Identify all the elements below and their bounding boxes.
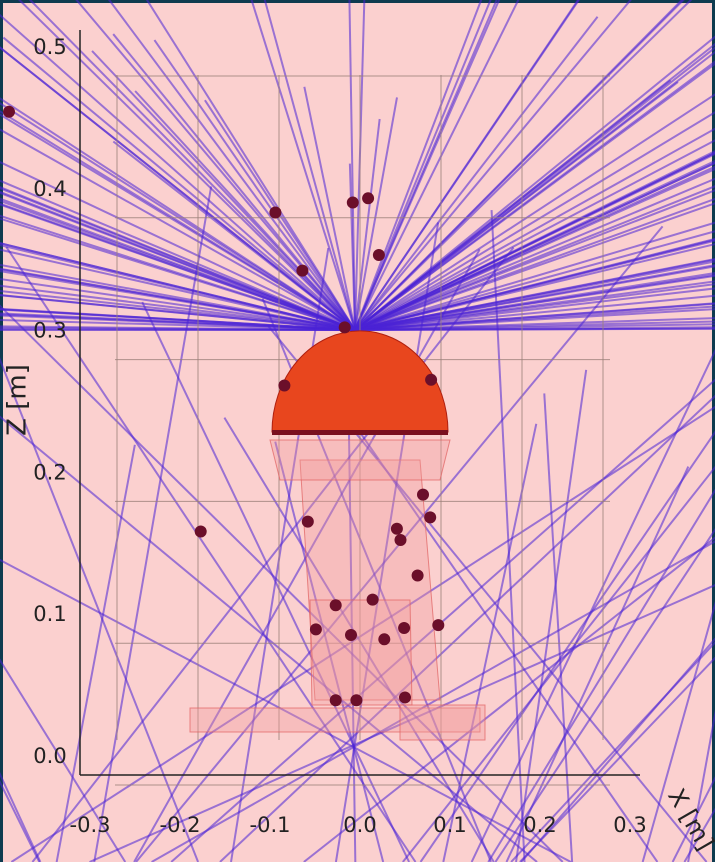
point: [391, 523, 403, 535]
point: [412, 569, 424, 581]
z-axis-label: Z [m]: [3, 364, 33, 436]
point: [425, 374, 437, 386]
z-tick-label: 0.5: [33, 35, 66, 59]
z-tick-label: 0.1: [33, 602, 66, 626]
point: [378, 633, 390, 645]
x-tick-label: 0.0: [343, 813, 376, 837]
page: {"chart_data": { "type": "scatter", "xla…: [0, 0, 715, 862]
point: [399, 691, 411, 703]
point: [330, 599, 342, 611]
z-tick-label: 0.3: [33, 319, 66, 343]
point: [296, 265, 308, 277]
point: [195, 526, 207, 538]
joint: [310, 600, 412, 705]
x-tick-label: 0.3: [613, 813, 646, 837]
z-tick-label: 0.2: [33, 460, 66, 484]
point: [350, 694, 362, 706]
point: [424, 511, 436, 523]
point: [432, 619, 444, 631]
point: [395, 534, 407, 546]
z-tick-label: 0.4: [33, 177, 66, 201]
point: [398, 622, 410, 634]
point: [330, 694, 342, 706]
point: [3, 106, 15, 118]
base-block: [400, 705, 485, 740]
point: [347, 197, 359, 209]
chart: Z [m] X [m] 0.00.10.20.30.40.5-0.3-0.2-0…: [0, 0, 715, 862]
point: [367, 594, 379, 606]
x-tick-label: 0.1: [433, 813, 466, 837]
point: [373, 249, 385, 261]
wrist: [270, 440, 450, 480]
point: [310, 623, 322, 635]
x-tick-label: -0.3: [70, 813, 111, 837]
point: [302, 516, 314, 528]
x-tick-label: 0.2: [523, 813, 556, 837]
point: [362, 192, 374, 204]
point: [417, 489, 429, 501]
x-tick-label: -0.1: [250, 813, 291, 837]
point: [339, 321, 351, 333]
point: [278, 379, 290, 391]
point: [345, 629, 357, 641]
z-tick-label: 0.0: [33, 744, 66, 768]
point: [269, 206, 281, 218]
sphere-rim: [272, 430, 448, 435]
x-tick-label: -0.2: [160, 813, 201, 837]
